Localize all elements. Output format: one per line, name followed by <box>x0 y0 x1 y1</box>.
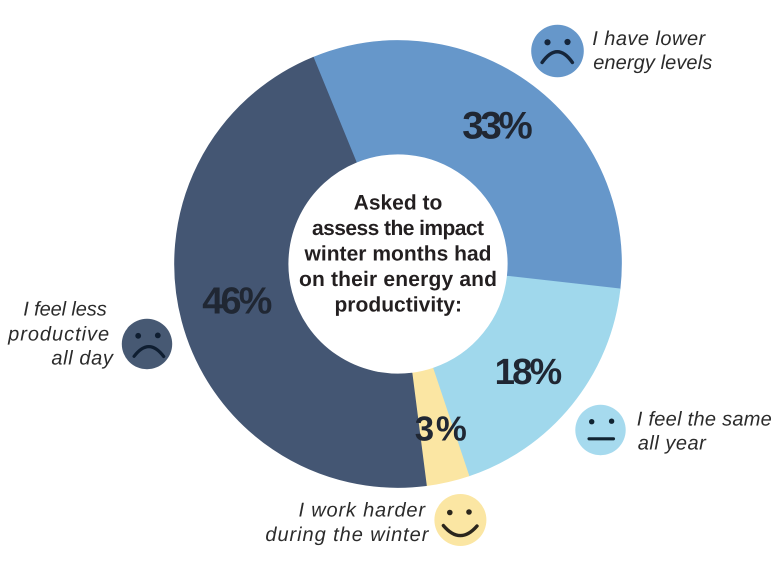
svg-text:46%: 46% <box>202 280 272 322</box>
svg-text:3%: 3% <box>415 409 467 448</box>
svg-text:energy levels: energy levels <box>593 52 712 74</box>
svg-text:on their energy and: on their energy and <box>299 268 497 291</box>
svg-text:productive: productive <box>7 323 109 345</box>
svg-text:all year: all year <box>638 433 707 455</box>
svg-text:I feel the same: I feel the same <box>637 408 772 430</box>
svg-text:I have lower: I have lower <box>592 28 706 50</box>
svg-text:Asked to: Asked to <box>354 192 443 215</box>
svg-text:I feel less: I feel less <box>23 299 107 321</box>
svg-text:all day: all day <box>51 347 113 369</box>
svg-text:18%: 18% <box>495 351 563 392</box>
svg-text:winter months had: winter months had <box>304 243 492 266</box>
svg-text:I work harder: I work harder <box>299 499 427 521</box>
svg-text:productivity:: productivity: <box>334 294 462 317</box>
svg-text:during the winter: during the winter <box>265 524 429 546</box>
svg-text:assess the impact: assess the impact <box>312 217 484 240</box>
svg-text:33%: 33% <box>462 105 533 148</box>
